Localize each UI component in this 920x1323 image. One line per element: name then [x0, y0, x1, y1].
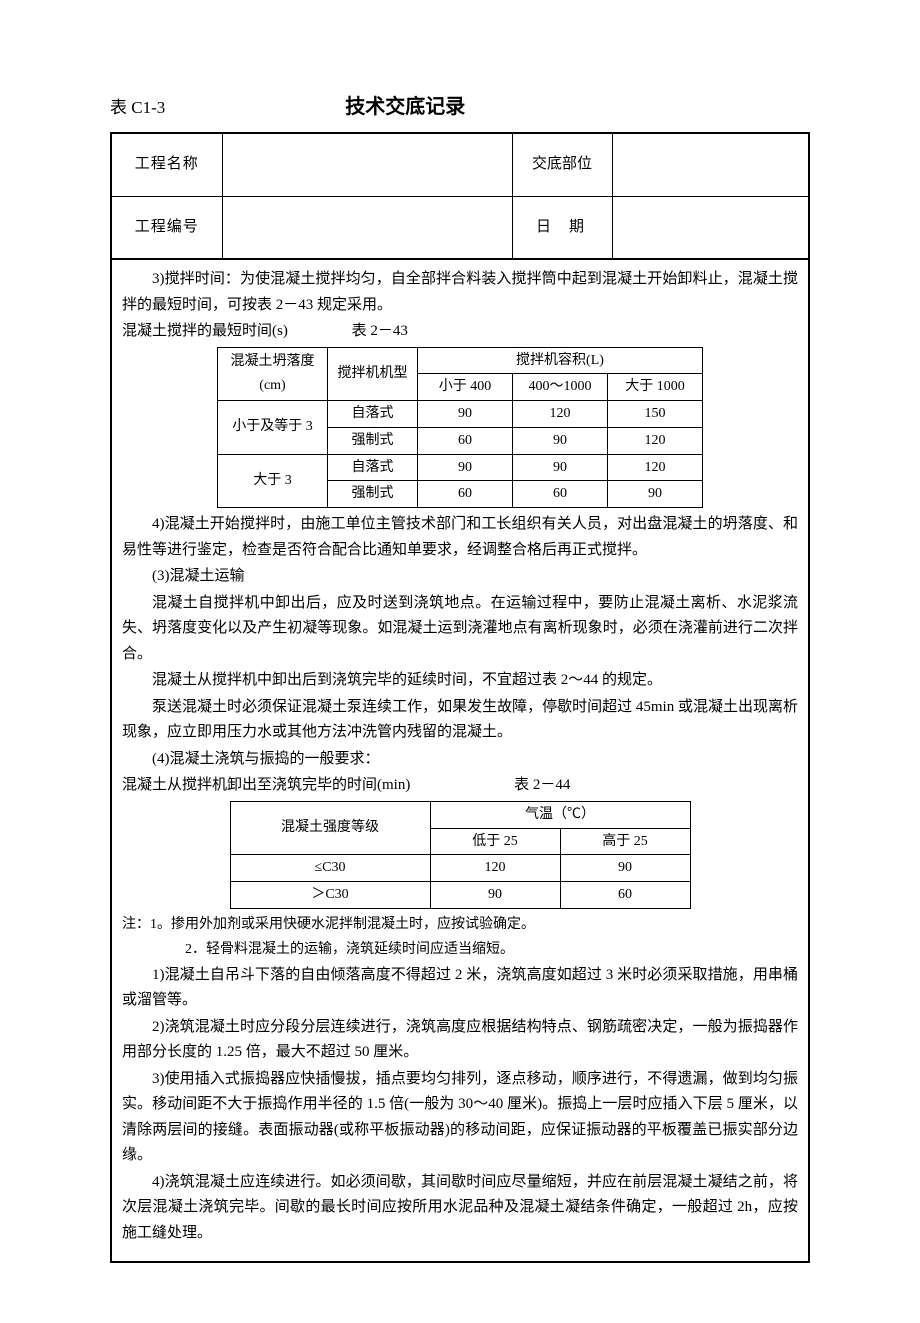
cell: 120 [513, 401, 608, 428]
cell: 90 [608, 481, 703, 508]
cell: 强制式 [328, 481, 418, 508]
th-cap-col: 小于 400 [418, 374, 513, 401]
caption-text: 混凝土从搅拌机卸出至浇筑完毕的时间(min) [122, 777, 410, 793]
th-cap-col: 400～1000 [513, 374, 608, 401]
para-transport-1: 混凝土自搅拌机中卸出后，应及时送到浇筑地点。在运输过程中，要防止混凝土离析、水泥… [122, 591, 798, 668]
para-pour-2: 2)浇筑混凝土时应分段分层连续进行，浇筑高度应根据结构特点、钢筋疏密决定，一般为… [122, 1015, 798, 1066]
table-row: 混凝土坍落度 (cm) 搅拌机机型 搅拌机容积(L) [218, 347, 703, 374]
cell: 自落式 [328, 401, 418, 428]
cell: 90 [418, 454, 513, 481]
cell: 90 [560, 855, 690, 882]
cell-slump-group: 大于 3 [218, 454, 328, 508]
project-no-value [222, 196, 512, 259]
cell: 90 [513, 454, 608, 481]
cell: 90 [430, 882, 560, 909]
note-2: 2．轻骨料混凝土的运输，浇筑延续时间应适当缩短。 [185, 938, 798, 962]
cell-slump-group: 小于及等于 3 [218, 401, 328, 455]
para-pour-3: 3)使用插入式振捣器应快插慢拔，插点要均匀排列，逐点移动，顺序进行，不得遗漏，做… [122, 1067, 798, 1169]
th-slump: 混凝土坍落度 (cm) [218, 347, 328, 401]
cell: 90 [418, 401, 513, 428]
para-mix-check: 4)混凝土开始搅拌时，由施工单位主管技术部门和工长组织有关人员，对出盘混凝土的坍… [122, 512, 798, 563]
table-row: 小于及等于 3 自落式 90 120 150 [218, 401, 703, 428]
cell: 自落式 [328, 454, 418, 481]
th-temp: 气温（℃） [430, 801, 690, 828]
cell: 120 [430, 855, 560, 882]
heading-transport: (3)混凝土运输 [122, 564, 798, 590]
cell: ＞C30 [230, 882, 430, 909]
project-name-label: 工程名称 [112, 134, 222, 196]
form-code: 表 C1-3 [110, 94, 165, 123]
document-frame: 工程名称 交底部位 工程编号 日期 3)搅拌时间：为使混凝土搅拌均匀，自全部拌合… [110, 132, 810, 1263]
table-2-43: 混凝土坍落度 (cm) 搅拌机机型 搅拌机容积(L) 小于 400 400～10… [217, 347, 703, 509]
content-body: 3)搅拌时间：为使混凝土搅拌均匀，自全部拌合料装入搅拌筒中起到混凝土开始卸料止，… [112, 259, 808, 1261]
para-transport-2: 混凝土从搅拌机中卸出后到浇筑完毕的延续时间，不宜超过表 2～44 的规定。 [122, 668, 798, 694]
doc-header: 表 C1-3 技术交底记录 [110, 90, 810, 124]
caption-text: 混凝土搅拌的最短时间(s) [122, 323, 288, 339]
table-row: 工程名称 交底部位 [112, 134, 808, 196]
cell: 90 [513, 427, 608, 454]
cell: 60 [560, 882, 690, 909]
th-temp-col: 高于 25 [560, 828, 690, 855]
date-value [612, 196, 808, 259]
para-pour-1: 1)混凝土自吊斗下落的自由倾落高度不得超过 2 米，浇筑高度如超过 3 米时必须… [122, 963, 798, 1014]
table-row: ＞C30 90 60 [230, 882, 690, 909]
table-row: 大于 3 自落式 90 90 120 [218, 454, 703, 481]
cell: 强制式 [328, 427, 418, 454]
para-mix-time: 3)搅拌时间：为使混凝土搅拌均匀，自全部拌合料装入搅拌筒中起到混凝土开始卸料止，… [122, 267, 798, 318]
project-no-label: 工程编号 [112, 196, 222, 259]
para-pour-4: 4)浇筑混凝土应连续进行。如必须间歇，其间歇时间应尽量缩短，并应在前层混凝土凝结… [122, 1170, 798, 1247]
th-mixer-type: 搅拌机机型 [328, 347, 418, 401]
project-name-value [222, 134, 512, 196]
cell: 60 [418, 481, 513, 508]
th-temp-col: 低于 25 [430, 828, 560, 855]
cell: 120 [608, 454, 703, 481]
position-label: 交底部位 [512, 134, 612, 196]
table-row: ≤C30 120 90 [230, 855, 690, 882]
table-row: 工程编号 日期 [112, 196, 808, 259]
table-2-44: 混凝土强度等级 气温（℃） 低于 25 高于 25 ≤C30 120 90 ＞C… [230, 801, 691, 909]
cell: ≤C30 [230, 855, 430, 882]
heading-pour: (4)混凝土浇筑与振捣的一般要求： [122, 747, 798, 773]
para-transport-3: 泵送混凝土时必须保证混凝土泵连续工作，如果发生故障，停歇时间超过 45min 或… [122, 695, 798, 746]
doc-title: 技术交底记录 [345, 90, 465, 124]
table-row: 混凝土强度等级 气温（℃） [230, 801, 690, 828]
cell: 120 [608, 427, 703, 454]
note-1: 注：1。掺用外加剂或采用快硬水泥拌制混凝土时，应按试验确定。 [122, 913, 798, 937]
th-capacity: 搅拌机容积(L) [418, 347, 703, 374]
table-caption-243: 混凝土搅拌的最短时间(s) 表 2－43 [122, 319, 798, 345]
cell: 150 [608, 401, 703, 428]
caption-number: 表 2－43 [352, 319, 408, 345]
th-grade: 混凝土强度等级 [230, 801, 430, 855]
position-value [612, 134, 808, 196]
header-table: 工程名称 交底部位 工程编号 日期 [112, 134, 808, 259]
cell: 60 [513, 481, 608, 508]
caption-number: 表 2－44 [514, 773, 570, 799]
date-label: 日期 [512, 196, 612, 259]
th-cap-col: 大于 1000 [608, 374, 703, 401]
cell: 60 [418, 427, 513, 454]
table-caption-244: 混凝土从搅拌机卸出至浇筑完毕的时间(min) 表 2－44 [122, 773, 798, 799]
